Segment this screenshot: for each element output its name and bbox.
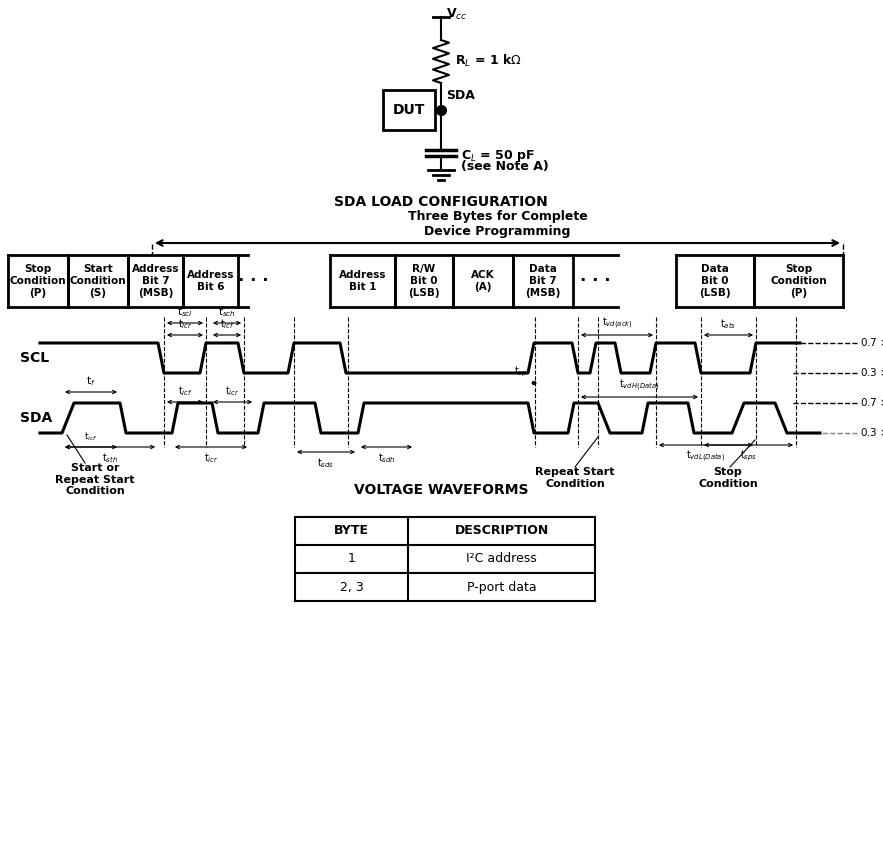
Text: SCL: SCL: [20, 351, 49, 365]
Text: SDA: SDA: [446, 89, 475, 102]
Text: Start or
Repeat Start
Condition: Start or Repeat Start Condition: [56, 463, 135, 497]
Text: t$_{sdh}$: t$_{sdh}$: [378, 451, 396, 465]
Text: ACK
(A): ACK (A): [472, 270, 494, 292]
Text: I²C address: I²C address: [466, 553, 537, 566]
Text: Address
Bit 1: Address Bit 1: [339, 270, 386, 292]
Text: Address
Bit 7
(MSB): Address Bit 7 (MSB): [132, 265, 179, 298]
Text: Address
Bit 6: Address Bit 6: [186, 270, 234, 292]
Text: 0.3 × V$_{cc}$: 0.3 × V$_{cc}$: [860, 426, 883, 440]
Text: Start
Condition
(S): Start Condition (S): [70, 265, 126, 298]
Text: t$_{icf}$: t$_{icf}$: [177, 384, 192, 398]
Text: t$_{lcr}$: t$_{lcr}$: [177, 317, 192, 331]
Text: P-port data: P-port data: [467, 580, 536, 593]
Text: Data
Bit 0
(LSB): Data Bit 0 (LSB): [699, 265, 731, 298]
Text: (see Note A): (see Note A): [461, 160, 548, 173]
Text: SDA LOAD CONFIGURATION: SDA LOAD CONFIGURATION: [334, 195, 547, 209]
Text: · · ·: · · ·: [238, 272, 268, 290]
Text: Data
Bit 7
(MSB): Data Bit 7 (MSB): [525, 265, 561, 298]
Text: 1: 1: [348, 553, 356, 566]
Text: SDA: SDA: [20, 411, 52, 425]
Text: t$_{vd(ack)}$: t$_{vd(ack)}$: [601, 316, 632, 331]
Text: t$_{vdH(Data)}$: t$_{vdH(Data)}$: [619, 378, 660, 393]
Text: 2, 3: 2, 3: [340, 580, 364, 593]
Text: Repeat Start
Condition: Repeat Start Condition: [535, 467, 615, 489]
Text: C$_L$ = 50 pF: C$_L$ = 50 pF: [461, 148, 535, 164]
Text: t$_{sch}$: t$_{sch}$: [218, 305, 236, 319]
Text: t$_{ats}$: t$_{ats}$: [721, 317, 736, 331]
Text: t$_{sp}$: t$_{sp}$: [514, 365, 527, 379]
Text: Stop
Condition
(P): Stop Condition (P): [770, 265, 826, 298]
Text: t$_{f}$: t$_{f}$: [87, 375, 96, 388]
Text: t$_{icr}$: t$_{icr}$: [204, 451, 218, 465]
Text: 0.7 × V$_{cc}$: 0.7 × V$_{cc}$: [860, 396, 883, 410]
Text: t$_{sth}$: t$_{sth}$: [102, 451, 118, 465]
Text: DESCRIPTION: DESCRIPTION: [455, 524, 548, 537]
Text: 0.3 × V$_{cc}$: 0.3 × V$_{cc}$: [860, 366, 883, 380]
Bar: [383, 90, 435, 130]
Text: V$_{cc}$: V$_{cc}$: [446, 7, 467, 22]
Text: DUT: DUT: [393, 103, 426, 117]
Text: t$_{scl}$: t$_{scl}$: [177, 305, 193, 319]
Text: R$_L$ = 1 k$\Omega$: R$_L$ = 1 k$\Omega$: [455, 53, 522, 69]
Text: 0.7 × V$_{cc}$: 0.7 × V$_{cc}$: [860, 336, 883, 350]
Text: Stop
Condition
(P): Stop Condition (P): [10, 265, 66, 298]
Text: R/W
Bit 0
(LSB): R/W Bit 0 (LSB): [408, 265, 440, 298]
Text: BYTE: BYTE: [334, 524, 369, 537]
Text: Three Bytes for Complete
Device Programming: Three Bytes for Complete Device Programm…: [408, 210, 587, 238]
Text: t$_{icf}$: t$_{icf}$: [220, 317, 234, 331]
Text: Stop
Condition: Stop Condition: [698, 467, 758, 489]
Text: t$_{icr}$: t$_{icr}$: [225, 384, 240, 398]
Text: · · ·: · · ·: [580, 272, 611, 290]
Text: VOLTAGE WAVEFORMS: VOLTAGE WAVEFORMS: [354, 483, 528, 497]
Text: t$_{sps}$: t$_{sps}$: [740, 449, 757, 464]
Text: t$_{vdL(Data)}$: t$_{vdL(Data)}$: [686, 449, 726, 465]
Text: t$_{icf}$: t$_{icf}$: [84, 431, 98, 443]
Text: t$_{sds}$: t$_{sds}$: [317, 456, 335, 470]
